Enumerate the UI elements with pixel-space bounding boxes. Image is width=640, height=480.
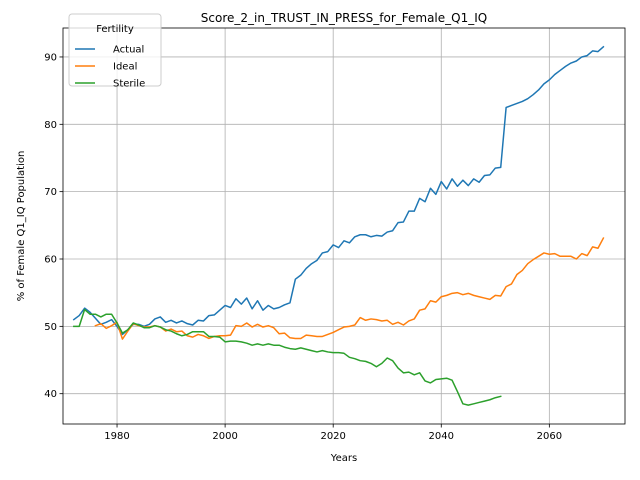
grid (63, 28, 625, 424)
plot-area-frame (62, 27, 626, 425)
legend-label-ideal: Ideal (113, 62, 137, 73)
axis-ticks: 1980 2000 2020 2040 2060 40 50 60 70 80 90 (44, 52, 562, 442)
x-tick-label: 2040 (429, 431, 454, 442)
y-tick-label: 70 (44, 187, 57, 198)
x-tick-label: 2020 (320, 431, 345, 442)
x-tick-label: 2000 (212, 431, 237, 442)
series-line-sterile (73, 308, 502, 406)
series-line-ideal (94, 237, 605, 340)
x-tick-label: 1980 (104, 431, 129, 442)
series-lines (72, 45, 605, 406)
y-tick-label: 40 (44, 389, 57, 400)
legend-label-sterile: Sterile (113, 79, 145, 90)
legend-entries: Actual Ideal Sterile (75, 45, 145, 90)
x-axis-label: Years (330, 453, 357, 464)
y-tick-label: 60 (44, 255, 57, 266)
chart-title: Score_2_in_TRUST_IN_PRESS_for_Female_Q1_… (201, 11, 487, 25)
legend-label-actual: Actual (113, 45, 144, 56)
x-tick-label: 2060 (537, 431, 562, 442)
legend-title: Fertility (96, 24, 134, 35)
y-tick-label: 80 (44, 120, 57, 131)
y-axis-label: % of Female Q1_IQ Population (16, 151, 27, 302)
y-tick-label: 50 (44, 322, 57, 333)
series-line-actual (72, 45, 605, 336)
legend: Fertility Actual Ideal Sterile (68, 13, 162, 90)
legend-box (68, 13, 162, 87)
y-tick-label: 90 (44, 52, 57, 63)
